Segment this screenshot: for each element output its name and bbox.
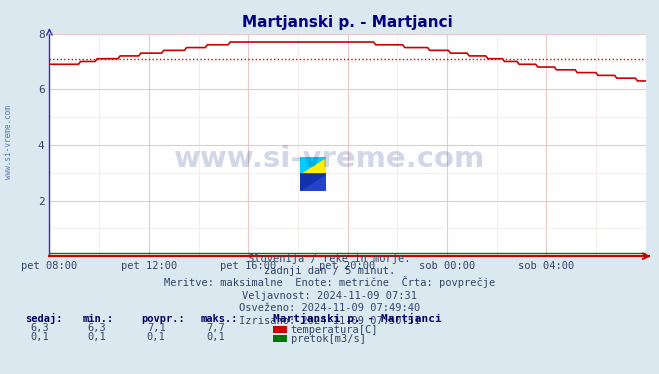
Text: Slovenija / reke in morje.: Slovenija / reke in morje. — [248, 254, 411, 264]
Text: maks.:: maks.: — [201, 314, 239, 324]
Text: min.:: min.: — [82, 314, 113, 324]
Text: zadnji dan / 5 minut.: zadnji dan / 5 minut. — [264, 266, 395, 276]
Text: pretok[m3/s]: pretok[m3/s] — [291, 334, 366, 344]
Text: Veljavnost: 2024-11-09 07:31: Veljavnost: 2024-11-09 07:31 — [242, 291, 417, 301]
Text: 7,1: 7,1 — [147, 323, 165, 333]
Text: Martjanski p. - Martjanci: Martjanski p. - Martjanci — [273, 313, 442, 324]
Text: 7,7: 7,7 — [206, 323, 225, 333]
Text: 0,1: 0,1 — [30, 332, 49, 341]
Text: temperatura[C]: temperatura[C] — [291, 325, 378, 335]
Polygon shape — [300, 157, 326, 174]
Text: www.si-vreme.com: www.si-vreme.com — [174, 145, 485, 173]
Text: Osveženo: 2024-11-09 07:49:40: Osveženo: 2024-11-09 07:49:40 — [239, 303, 420, 313]
Text: 6,3: 6,3 — [88, 323, 106, 333]
Text: 0,1: 0,1 — [147, 332, 165, 341]
Text: Meritve: maksimalne  Enote: metrične  Črta: povprečje: Meritve: maksimalne Enote: metrične Črta… — [164, 276, 495, 288]
Text: www.si-vreme.com: www.si-vreme.com — [4, 105, 13, 179]
Text: sedaj:: sedaj: — [25, 313, 63, 324]
Title: Martjanski p. - Martjanci: Martjanski p. - Martjanci — [243, 15, 453, 30]
Polygon shape — [300, 174, 326, 191]
Polygon shape — [300, 157, 326, 174]
Polygon shape — [300, 174, 326, 191]
Text: Izrisano: 2024-11-09 07:50:51: Izrisano: 2024-11-09 07:50:51 — [239, 316, 420, 325]
Text: povpr.:: povpr.: — [142, 314, 185, 324]
Text: 6,3: 6,3 — [30, 323, 49, 333]
Text: 0,1: 0,1 — [206, 332, 225, 341]
Text: 0,1: 0,1 — [88, 332, 106, 341]
